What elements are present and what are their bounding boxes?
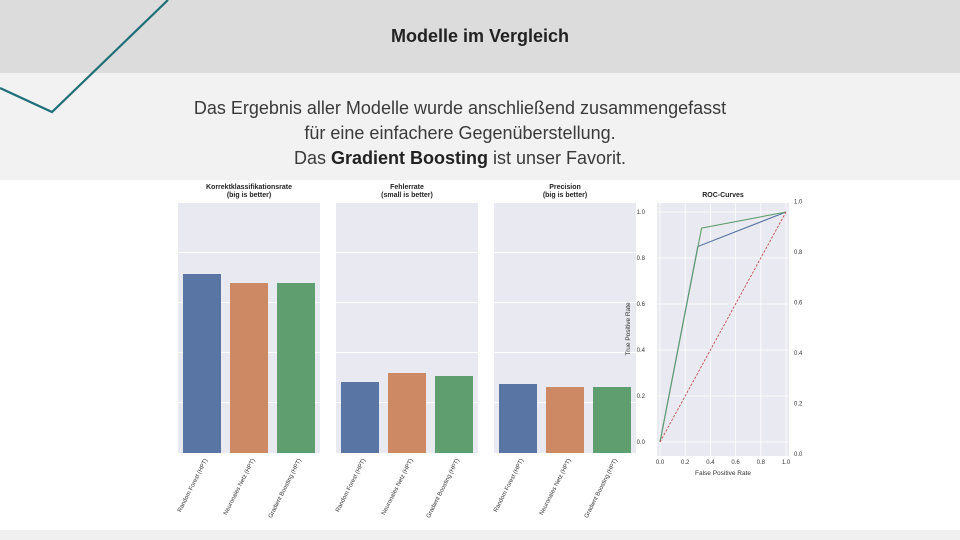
roc-ytick: 0.0 xyxy=(637,440,646,446)
roc-right-ytick: 0.8 xyxy=(794,250,803,256)
roc-ytick: 1.0 xyxy=(637,210,646,216)
roc-ytick: 0.4 xyxy=(637,348,646,354)
roc-chart: ROC-Curves 0.0 0.2 0.4 0.6 0.8 1.00.00.20.40.… xyxy=(625,192,803,477)
bar-gradient-boosting xyxy=(435,375,474,453)
category-label-random-forest: Random Forest (HPT) xyxy=(492,458,526,514)
category-label-neuronales-netz: Neuronales Netz (HPT) xyxy=(381,458,415,517)
roc-grid xyxy=(657,203,789,456)
intro-line-3-prefix: Das xyxy=(293,148,326,168)
roc-ytick: 0.2 xyxy=(637,394,646,400)
gridline xyxy=(336,302,478,303)
roc-right-ytick: 1.0 xyxy=(794,200,803,206)
chart-2-subtitle: (small is better) xyxy=(381,192,433,199)
gridline xyxy=(494,352,636,353)
title-bar xyxy=(0,0,960,73)
decorative-line xyxy=(0,0,169,114)
category-label-neuronales-netz: Neuronales Netz (HPT) xyxy=(223,458,257,517)
roc-xtick: 0.4 xyxy=(706,460,715,466)
bar-gradient-boosting xyxy=(277,282,316,453)
category-label-gradient-boosting: Gradient Boosting (HPT) xyxy=(584,458,620,520)
slide-title: Modelle im Vergleich xyxy=(390,26,570,46)
intro-text: Das Ergebnis aller Modelle wurde anschli… xyxy=(160,96,760,171)
favorite-model: Gradient Boosting xyxy=(330,148,488,168)
chart-3-title: Precision xyxy=(549,184,581,191)
category-label-random-forest: Random Forest (HPT) xyxy=(176,458,210,514)
intro-line-3: Das Gradient Boosting ist unser Favorit. xyxy=(160,146,760,171)
chart-title-accuracy: Korrektklassifikationsrate (big is bette… xyxy=(178,184,320,200)
roc-right-ytick: 0.0 xyxy=(794,452,803,458)
roc-right-ytick: 0.2 xyxy=(794,402,803,408)
gridline xyxy=(336,352,478,353)
roc-xlabel: False Positive Rate xyxy=(695,470,751,477)
roc-xtick: 0.0 xyxy=(656,460,665,466)
roc-right-ytick: 0.4 xyxy=(794,351,803,357)
intro-line-1: Das Ergebnis aller Modelle wurde anschli… xyxy=(193,98,727,118)
gridline xyxy=(494,302,636,303)
bar-chart-precision xyxy=(494,203,636,453)
category-label-random-forest: Random Forest (HPT) xyxy=(334,458,368,514)
intro-line-3-suffix: ist unser Favorit. xyxy=(493,148,627,168)
bar-random-forest xyxy=(498,383,537,453)
chart-1-title: Korrektklassifikationsrate xyxy=(206,184,292,191)
roc-ytick: 0.6 xyxy=(637,302,646,308)
roc-plot-area xyxy=(657,203,789,456)
chart-1-subtitle: (big is better) xyxy=(226,192,272,199)
chart-3-subtitle: (big is better) xyxy=(542,192,588,199)
roc-curve-2 xyxy=(659,211,787,443)
bar-gradient-boosting xyxy=(593,386,632,453)
intro-line-2: für eine einfachere Gegenüberstellung. xyxy=(304,123,616,143)
chart-title-precision: Precision (big is better) xyxy=(494,184,636,200)
roc-xtick: 1.0 xyxy=(782,460,791,466)
bar-neuronales-netz xyxy=(230,283,268,453)
roc-xtick: 0.8 xyxy=(757,460,766,466)
bar-chart-error-rate xyxy=(336,203,478,453)
bar-random-forest xyxy=(340,381,379,453)
category-label-neuronales-netz: Neuronales Netz (HPT) xyxy=(539,458,573,517)
roc-curves xyxy=(659,211,787,443)
roc-xtick: 0.6 xyxy=(731,460,740,466)
intro-band xyxy=(0,73,960,180)
roc-ticks: 0.0 0.2 0.4 0.6 0.8 1.00.00.20.40.60.81.00.00… xyxy=(637,200,803,467)
category-label-gradient-boosting: Gradient Boosting (HPT) xyxy=(268,458,304,520)
bar-neuronales-netz xyxy=(388,373,426,453)
gridline xyxy=(494,252,636,253)
roc-ylabel: True Positive Rate xyxy=(625,302,632,356)
chart-2-title: Fehlerrate xyxy=(390,184,424,191)
bottom-strip xyxy=(0,530,960,540)
roc-ytick: 0.8 xyxy=(637,256,646,262)
gridline xyxy=(336,252,478,253)
roc-right-ytick: 0.6 xyxy=(794,301,803,307)
chart-title-error-rate: Fehlerrate (small is better) xyxy=(336,184,478,200)
roc-title: ROC-Curves xyxy=(702,192,744,199)
bar-random-forest xyxy=(182,274,221,453)
roc-xtick: 0.2 xyxy=(681,460,690,466)
bar-chart-accuracy xyxy=(178,203,320,453)
gridline xyxy=(178,252,320,253)
bar-neuronales-netz xyxy=(546,387,584,453)
category-label-gradient-boosting: Gradient Boosting (HPT) xyxy=(426,458,462,520)
